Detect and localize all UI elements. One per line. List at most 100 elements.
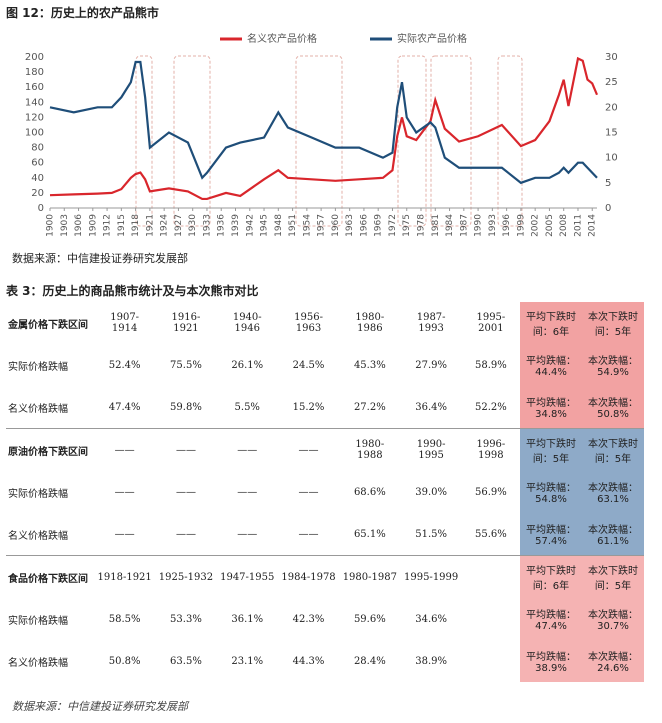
summary-cell: 平均跌幅：38.9% (520, 640, 582, 682)
x-tick-label: 1990 (474, 214, 484, 237)
table-row: 原油价格下跌区间 —— —— —— —— 1980- 1988 1990- 1995 1996… (6, 428, 644, 471)
x-tick-label: 1951 (288, 214, 298, 237)
table-cell: 58.9% (475, 359, 507, 371)
table-row: 实际价格跌幅 52.4% 75.5% 26.1% 24.5% 45.3% 27.9% 58.9… (6, 344, 644, 386)
table-cell: 39.0% (415, 486, 448, 498)
y-tick-label: 80 (31, 143, 44, 154)
table-cell: 36.4% (415, 401, 448, 413)
table-cell: 1956- 1963 (294, 312, 323, 334)
x-tick-label: 1909 (88, 214, 98, 237)
table-cell: 34.6% (415, 613, 448, 625)
table-cell: 1907- 1914 (110, 312, 140, 334)
x-tick-label: 2008 (559, 214, 569, 237)
y2-tick-label: 25 (605, 77, 618, 88)
table-cell: 52.2% (475, 401, 507, 413)
table-cell: 44.3% (292, 655, 325, 667)
table-cell: 1987- 1993 (416, 312, 446, 334)
highlight-boxes (135, 55, 523, 227)
table-cell: 65.1% (353, 528, 386, 540)
row-label: 名义价格跌幅 (8, 403, 68, 415)
table-cell: —— (277, 428, 340, 471)
table-cell: —— (175, 486, 196, 498)
x-tick-label: 1900 (46, 214, 56, 237)
x-tick-label: 2014 (588, 214, 598, 237)
x-tick-label: 1939 (231, 214, 241, 237)
y2-tick-label: 0 (605, 203, 611, 214)
summary-cell: 本次下跌时间：5年 (582, 555, 644, 598)
table-cell: 27.9% (415, 359, 448, 371)
y-tick-label: 60 (31, 158, 44, 169)
x-tick-label: 1924 (160, 214, 170, 237)
table-cell: —— (94, 428, 156, 471)
x-tick-label: 1963 (345, 214, 355, 237)
table-row: 实际价格跌幅 58.5% 53.3% 36.1% 42.3% 59.6% 34.6% 平均跌幅… (6, 598, 644, 640)
table-cell: 50.8% (108, 655, 141, 667)
table-cell: —— (298, 528, 319, 540)
table-cell: —— (237, 528, 258, 540)
y2-tick-label: 20 (605, 102, 618, 113)
table-cell: 28.4% (353, 655, 386, 667)
table-cell: 38.9% (415, 655, 448, 667)
y2-tick-label: 5 (605, 178, 611, 189)
table-cell: 59.6% (353, 613, 386, 625)
row-label: 名义价格跌幅 (8, 530, 68, 542)
x-tick-label: 1987 (459, 214, 469, 237)
table-cell: —— (175, 528, 196, 540)
table-cell: 56.9% (475, 486, 507, 498)
table-cell: —— (114, 528, 135, 540)
x-tick-label: 1903 (60, 214, 70, 237)
row-label: 实际价格跌幅 (8, 488, 68, 500)
table-cell (461, 555, 520, 598)
figure-title: 图 12：历史上的农产品熊市 (6, 6, 159, 20)
y2-tick-label: 10 (605, 153, 618, 164)
table-cell: 1980- 1986 (355, 312, 385, 334)
row-label: 实际价格跌幅 (8, 615, 68, 627)
x-tick-label: 1927 (174, 214, 184, 237)
x-tick-label: 1972 (388, 214, 398, 237)
x-tick-label: 1996 (502, 214, 512, 237)
row-label: 金属价格下跌区间 (8, 319, 88, 331)
summary-cell: 本次跌幅：63.1% (582, 471, 644, 513)
table-cell: 47.4% (108, 401, 141, 413)
series-line (49, 60, 598, 185)
summary-cell: 平均跌幅：57.4% (520, 513, 582, 556)
summary-cell: 平均下跌时间：6年 (520, 302, 582, 344)
table-source: 数据来源：中信建投证券研究发展部 (12, 700, 188, 713)
series-line (49, 56, 599, 201)
y-tick-label: 160 (25, 82, 44, 93)
summary-cell: 平均跌幅：54.8% (520, 471, 582, 513)
table-cell: 1995-1999 (400, 555, 462, 598)
table-cell (462, 640, 520, 682)
table-cell: 1925-1932 (155, 555, 217, 598)
x-tick-label: 1984 (445, 214, 455, 237)
table-cell: 1980- 1988 (339, 428, 401, 471)
summary-cell: 平均跌幅：47.4% (520, 598, 582, 640)
x-tick-label: 1999 (516, 214, 526, 237)
x-tick-label: 1930 (188, 214, 198, 237)
y-tick-label: 100 (25, 128, 44, 139)
table-cell: 68.6% (353, 486, 386, 498)
y2-tick-label: 30 (605, 52, 618, 63)
x-tick-label: 1942 (245, 214, 255, 237)
legend-label: 实际农产品价格 (397, 32, 467, 45)
chart: 0 20 40 60 80 100 120 140 160 180 200 0 5 10 15 20 25 30 1… (25, 32, 618, 237)
table-cell: 15.2% (292, 401, 325, 413)
table-cell: 59.8% (170, 401, 202, 413)
table-cell: 1996-1998 (461, 428, 520, 471)
row-label: 原油价格下跌区间 (6, 428, 94, 471)
x-tick-label: 1936 (217, 214, 227, 237)
x-tick-label: 2011 (573, 214, 583, 237)
table-cell: —— (114, 486, 135, 498)
y-tick-label: 20 (31, 188, 44, 199)
table-cell: 26.1% (231, 359, 264, 371)
table-cell: 55.6% (475, 528, 507, 540)
summary-cell: 平均跌幅：44.4% (520, 344, 582, 386)
x-tick-label: 2005 (545, 214, 555, 237)
table-cell: —— (237, 486, 258, 498)
table-cell: 1940- 1946 (232, 312, 262, 334)
x-tick-label: 1945 (260, 214, 270, 237)
x-tick-label: 1906 (74, 214, 84, 237)
chart-source: 数据来源：中信建投证券研究发展部 (12, 252, 188, 265)
table-cell: 1990- 1995 (400, 428, 462, 471)
